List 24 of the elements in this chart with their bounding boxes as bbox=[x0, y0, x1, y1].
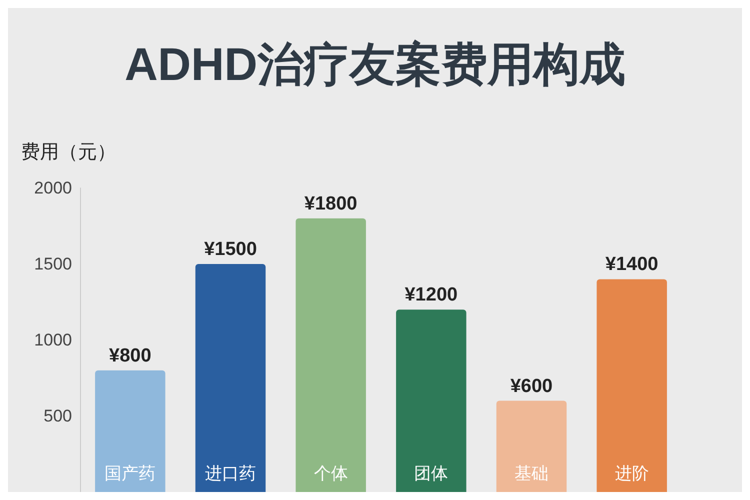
x-tick-label: 进口药 bbox=[205, 464, 256, 483]
data-label: ¥800 bbox=[109, 345, 152, 366]
bar bbox=[596, 279, 667, 492]
y-tick-label: 2000 bbox=[34, 178, 72, 198]
x-tick-label: 进阶 bbox=[614, 464, 649, 483]
bar bbox=[195, 264, 266, 492]
x-tick-label: 国产药 bbox=[104, 464, 156, 483]
bar bbox=[396, 310, 466, 492]
data-label: ¥1800 bbox=[304, 193, 358, 214]
bar bbox=[95, 370, 166, 492]
x-tick-label: 个体 bbox=[314, 464, 348, 483]
x-tick-label: 基础 bbox=[514, 464, 548, 483]
y-axis-title: 费用（元） bbox=[21, 142, 116, 163]
y-tick-label: 1500 bbox=[34, 254, 72, 274]
bar bbox=[296, 218, 366, 492]
chart-title: ADHD治疗友案费用构成 bbox=[124, 38, 626, 90]
data-label: ¥1500 bbox=[204, 239, 257, 260]
data-label: ¥1400 bbox=[605, 254, 658, 276]
data-label: ¥600 bbox=[510, 376, 553, 397]
y-tick-label: 500 bbox=[44, 406, 72, 426]
data-label: ¥1200 bbox=[404, 284, 458, 306]
x-tick-label: 团体 bbox=[414, 464, 448, 483]
y-tick-label: 1000 bbox=[34, 330, 72, 350]
bar bbox=[496, 400, 567, 492]
